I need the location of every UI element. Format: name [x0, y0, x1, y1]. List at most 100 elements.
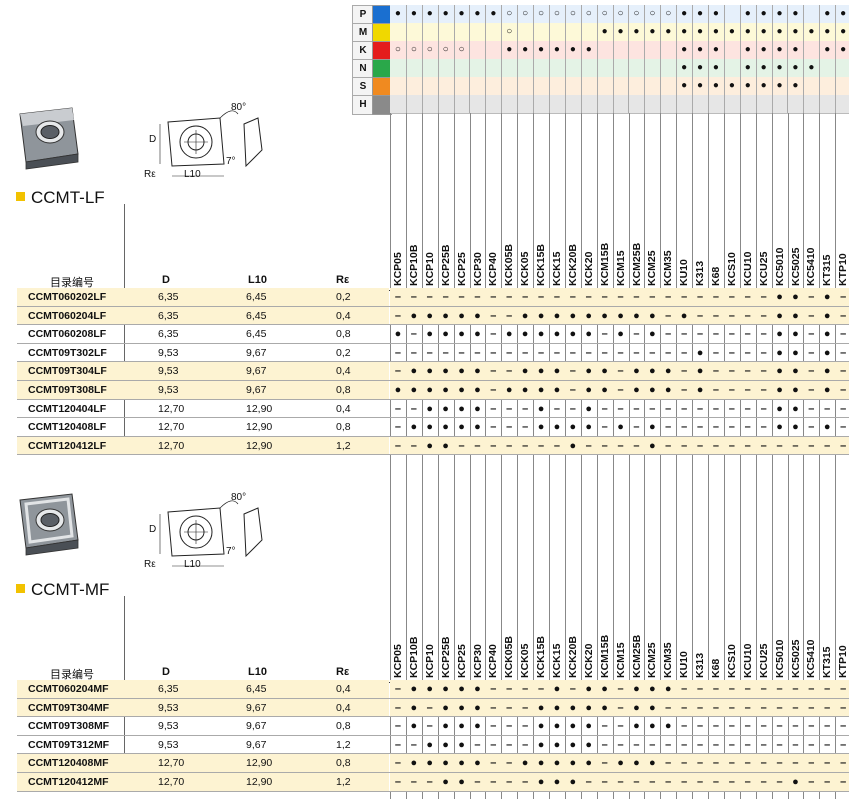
grade-mark: – [744, 757, 751, 770]
row-highlight [17, 362, 389, 380]
grade-label: KC5010 [773, 247, 786, 286]
grade-mark: – [681, 683, 688, 695]
grade-mark: ● [474, 384, 481, 396]
application-mark: ● [613, 23, 630, 41]
column-divider [771, 113, 773, 799]
grade-mark: – [744, 402, 751, 415]
grade-mark: – [792, 683, 799, 695]
grade-mark: ● [505, 384, 513, 396]
column-divider [819, 113, 821, 799]
application-mark [629, 77, 646, 95]
grade-mark: – [712, 439, 719, 452]
column-divider [533, 113, 535, 799]
grade-mark: – [617, 346, 624, 359]
application-mark [422, 23, 439, 41]
application-mark: ○ [581, 5, 598, 23]
grade-mark: ● [823, 328, 831, 341]
grade-mark: ● [442, 720, 449, 733]
grade-mark: – [410, 776, 417, 788]
grade-mark: – [394, 683, 401, 695]
grade-mark: – [649, 402, 656, 415]
grade-label: KCK05 [519, 643, 532, 678]
grade-mark: ● [426, 365, 434, 378]
grade-mark: ● [474, 683, 481, 695]
application-mark: ● [692, 23, 709, 41]
grade-mark: – [506, 365, 513, 378]
application-mark [803, 5, 821, 23]
grade-mark: ● [696, 384, 704, 396]
grade-mark: – [808, 439, 815, 452]
insert-drawing-lf: 80° D Rε L10 7° [140, 100, 270, 184]
grade-mark: – [840, 439, 847, 452]
application-mark: ● [565, 41, 582, 59]
grade-mark: – [506, 776, 513, 788]
cell-re: 0,2 [336, 291, 351, 303]
row-highlight [17, 381, 389, 399]
grade-mark: – [394, 365, 401, 378]
column-divider [453, 113, 455, 799]
grade-mark: ● [664, 720, 672, 733]
grade-mark: – [522, 402, 529, 415]
application-mark: ● [438, 5, 455, 23]
grade-mark: – [569, 365, 576, 378]
grade-mark: ● [521, 384, 529, 396]
grade-mark: ● [553, 738, 561, 751]
grade-mark: ● [458, 402, 465, 415]
grade-mark: – [617, 738, 624, 751]
grade-mark: ● [823, 346, 831, 359]
grade-mark: ● [601, 701, 608, 714]
grade-mark: – [728, 291, 735, 303]
grade-mark: ● [521, 757, 529, 770]
application-mark: ● [422, 5, 439, 23]
grade-mark: ● [617, 421, 624, 434]
row-highlight [17, 680, 389, 698]
grade-mark: – [633, 402, 640, 415]
application-mark: ● [788, 23, 805, 41]
grade-label: KCK15B [535, 243, 548, 286]
application-mark [517, 59, 535, 77]
grade-mark: ● [442, 701, 449, 714]
grade-label: KCP05 [392, 252, 404, 286]
grade-mark: – [601, 738, 608, 751]
l10-label: L10 [184, 169, 201, 180]
application-mark: ● [708, 5, 725, 23]
grade-mark: ● [442, 402, 449, 415]
grade-mark: – [506, 757, 513, 770]
grade-mark: – [506, 738, 513, 751]
grade-mark: ● [426, 384, 434, 396]
column-divider [612, 113, 614, 799]
application-mark: ● [835, 41, 849, 59]
grade-mark: – [410, 402, 417, 415]
grade-label: KCS10 [725, 644, 738, 678]
application-mark [803, 95, 821, 113]
col-header-re: Rε [336, 274, 350, 286]
grade-mark: – [840, 309, 847, 322]
application-mark [470, 77, 487, 95]
row-highlight [390, 362, 849, 380]
application-mark: ● [390, 5, 407, 23]
grade-mark: ● [585, 738, 593, 751]
grade-mark: – [490, 365, 497, 378]
application-mark [708, 95, 725, 113]
grade-mark: – [617, 402, 624, 415]
application-mark [454, 77, 471, 95]
grade-label: KCM15B [598, 242, 611, 286]
column-divider [437, 113, 439, 799]
grade-mark: – [744, 421, 751, 434]
cell-re: 0,8 [336, 384, 351, 396]
application-mark [629, 95, 646, 113]
application-mark: ● [803, 59, 821, 77]
application-mark: ● [454, 5, 471, 23]
application-mark [740, 95, 757, 113]
grade-label: KCP25 [455, 644, 468, 678]
application-mark: ● [708, 41, 725, 59]
application-mark: ● [803, 23, 821, 41]
grade-mark: – [394, 421, 401, 434]
row-highlight [390, 754, 849, 772]
grade-label: KCK05B [503, 243, 516, 286]
application-mark [835, 95, 849, 113]
cell-re: 0,4 [336, 309, 351, 322]
grade-mark: – [681, 328, 688, 341]
row-rule [17, 361, 849, 363]
application-mark: ● [724, 23, 741, 41]
